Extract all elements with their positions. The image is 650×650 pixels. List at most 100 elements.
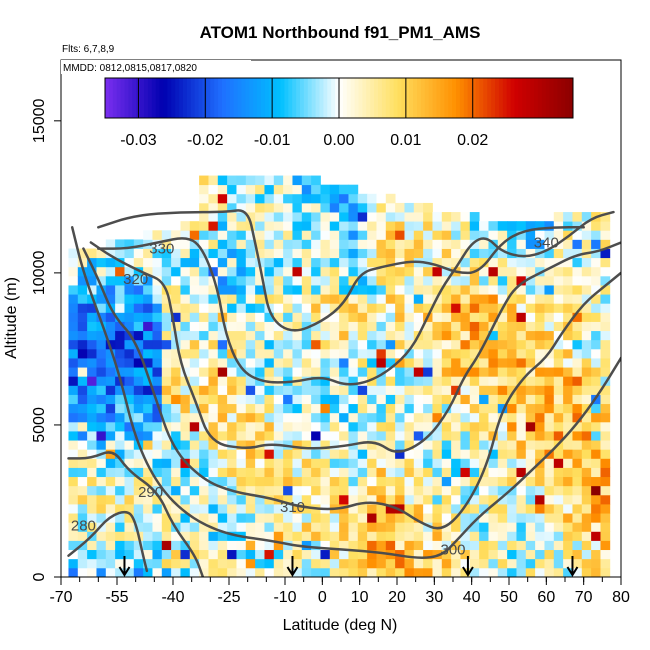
heat-cell — [320, 348, 331, 359]
heat-cell — [339, 358, 349, 368]
heat-cell — [404, 522, 415, 532]
heat-cell — [451, 476, 461, 487]
heat-cell — [236, 202, 247, 213]
heat-cell — [451, 494, 461, 505]
heat-cell — [320, 558, 331, 569]
heat-cell — [320, 321, 331, 332]
heat-cell — [348, 431, 359, 441]
heat-cell — [87, 285, 97, 295]
heat-cell — [413, 449, 424, 459]
heat-cell — [264, 348, 275, 359]
heat-cell — [339, 257, 349, 268]
heat-cell — [236, 504, 247, 514]
heat-cell — [283, 184, 293, 195]
heat-cell — [591, 421, 601, 432]
heat-cell — [553, 221, 564, 231]
heat-cell — [236, 558, 247, 569]
heat-cell — [301, 321, 312, 332]
heat-cell — [264, 257, 275, 268]
heat-cell — [329, 212, 340, 222]
heat-cell — [451, 330, 461, 341]
heat-cell — [227, 531, 237, 541]
heat-cell — [357, 367, 368, 377]
heat-cell — [385, 458, 396, 468]
heat-cell — [273, 403, 284, 414]
heat-cell — [143, 230, 153, 240]
heat-cell — [553, 358, 564, 368]
heat-cell — [376, 248, 387, 259]
heat-cell — [516, 248, 527, 259]
heat-cell — [460, 230, 471, 240]
heat-cell — [516, 522, 527, 532]
heat-cell — [413, 376, 424, 386]
heat-cell — [479, 549, 489, 560]
colorbar-swatch — [233, 78, 239, 118]
heat-cell — [77, 458, 88, 468]
heat-cell — [245, 358, 256, 368]
heat-cell — [507, 449, 517, 459]
heat-cell — [96, 476, 107, 487]
heat-cell — [339, 330, 349, 341]
heat-cell — [591, 321, 601, 332]
heat-cell — [479, 275, 489, 286]
heat-cell — [516, 467, 527, 478]
heat-cell — [563, 285, 573, 295]
heat-cell — [507, 522, 517, 532]
heat-cell — [283, 485, 293, 496]
heat-cell — [236, 494, 247, 505]
heat-cell — [423, 549, 433, 560]
heat-cell — [367, 558, 377, 569]
heat-cell — [245, 440, 256, 450]
heat-cell — [451, 504, 461, 514]
heat-cell — [320, 449, 331, 459]
heat-cell — [124, 348, 135, 359]
heat-cell — [208, 504, 219, 514]
heat-cell — [236, 184, 247, 195]
heat-cell — [385, 513, 396, 523]
heat-cell — [348, 184, 359, 195]
heat-cell — [329, 221, 340, 231]
heat-cell — [171, 294, 181, 304]
heat-cell — [283, 467, 293, 478]
heat-cell — [77, 412, 88, 423]
heat-cell — [329, 476, 340, 487]
heat-cell — [105, 321, 116, 332]
heat-cell — [348, 367, 359, 377]
heat-cell — [311, 367, 321, 377]
heat-cell — [264, 321, 275, 332]
heat-cell — [367, 266, 377, 277]
heat-cell — [236, 567, 247, 577]
heat-cell — [227, 385, 237, 395]
heat-cell — [591, 431, 601, 441]
heat-cell — [217, 221, 228, 231]
colorbar-swatch — [120, 78, 125, 118]
heat-cell — [68, 412, 79, 423]
heat-cell — [320, 522, 331, 532]
heat-cell — [329, 458, 340, 468]
heat-cell — [180, 312, 191, 322]
heat-cell — [525, 403, 536, 414]
heat-cell — [395, 421, 405, 432]
heat-cell — [115, 540, 125, 551]
heat-cell — [385, 476, 396, 487]
colorbar-swatch — [323, 78, 328, 118]
heat-cell — [432, 558, 443, 569]
heat-cell — [339, 312, 349, 322]
heat-cell — [115, 431, 125, 441]
heat-cell — [264, 485, 275, 496]
heat-cell — [376, 458, 387, 468]
heat-cell — [572, 285, 583, 295]
heat-cell — [348, 212, 359, 222]
heat-cell — [553, 367, 564, 377]
heat-cell — [581, 394, 592, 405]
colorbar-swatch — [218, 78, 223, 118]
heat-cell — [460, 558, 471, 569]
heat-cell — [329, 394, 340, 405]
heat-cell — [245, 522, 256, 532]
heat-cell — [115, 312, 125, 322]
heat-cell — [497, 485, 508, 496]
heat-cell — [339, 212, 349, 222]
heat-cell — [208, 421, 219, 432]
heat-cell — [115, 513, 125, 523]
heat-cell — [292, 385, 303, 395]
